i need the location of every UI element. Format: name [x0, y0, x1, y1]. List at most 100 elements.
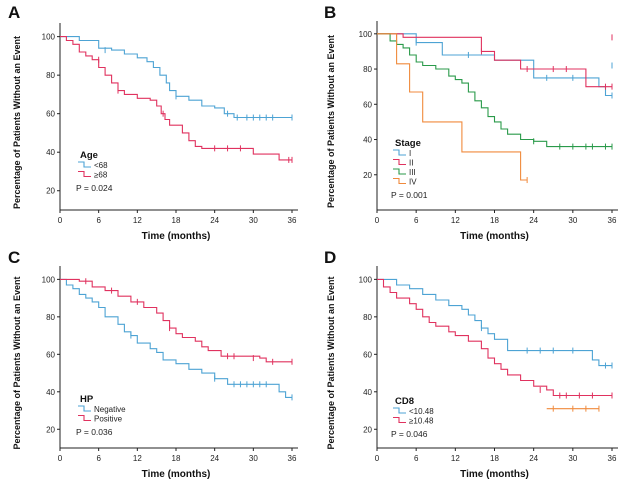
x-tick-label: 24: [210, 454, 219, 463]
legend-swatch: [393, 158, 406, 166]
legend-swatch: [78, 161, 91, 168]
x-tick-label: 36: [608, 454, 617, 463]
y-axis-label: Percentage of Patients Without an Event: [12, 36, 22, 209]
y-tick-label: 20: [46, 425, 55, 434]
legend-title: HP: [80, 394, 94, 405]
legend-entry: ≥10.48: [409, 417, 434, 426]
y-tick-label: 40: [363, 136, 372, 145]
legend-entry: IV: [409, 178, 417, 187]
p-value: P = 0.046: [391, 429, 428, 439]
y-tick-label: 60: [363, 100, 372, 109]
legend-title: Stage: [395, 138, 421, 149]
panel-label: D: [324, 248, 336, 267]
x-tick-label: 6: [414, 454, 419, 463]
x-tick-label: 12: [451, 216, 460, 225]
x-axis-label: Time (months): [142, 469, 211, 480]
legend-swatch: [393, 168, 406, 175]
legend-entry: I: [409, 149, 411, 158]
x-tick-label: 0: [58, 454, 63, 463]
survival-curve: [377, 33, 612, 97]
y-axis-label: Percentage of Patients Without an Event: [326, 277, 336, 450]
legend-entry: III: [409, 168, 416, 177]
survival-curve: [60, 36, 292, 119]
x-axis-label: Time (months): [142, 231, 211, 242]
y-tick-label: 100: [359, 30, 373, 39]
y-tick-label: 80: [363, 313, 372, 322]
x-tick-label: 36: [608, 216, 617, 225]
survival-curve: [377, 33, 528, 181]
legend-title: CD8: [395, 396, 414, 407]
x-tick-label: 12: [451, 454, 460, 463]
panel-label: B: [324, 3, 336, 22]
panel-a: A 0 6 12 18 24 30 36 20 40 60 80 100 Time (months) Per…: [8, 3, 298, 242]
x-tick-label: 18: [172, 454, 181, 463]
legend-swatch: [78, 170, 91, 178]
y-tick-label: 20: [46, 187, 55, 196]
x-tick-label: 24: [529, 454, 538, 463]
legend-entry: Negative: [94, 405, 126, 414]
y-tick-label: 60: [363, 350, 372, 359]
x-tick-label: 12: [133, 216, 142, 225]
panel-d: D 0 6 12 18 24 30 36 20 40 60 80 100 Time (months) Per…: [324, 248, 618, 480]
survival-curve: [60, 36, 292, 161]
x-tick-label: 24: [210, 216, 219, 225]
x-axis-label: Time (months): [460, 231, 529, 242]
p-value: P = 0.001: [391, 190, 428, 200]
x-tick-label: 36: [288, 454, 297, 463]
y-tick-label: 60: [46, 350, 55, 359]
panel-b: B 0 6 12 18 24 30 36 20 40 60 80 100 Time (months) Per…: [324, 3, 618, 242]
x-tick-label: 0: [58, 216, 63, 225]
survival-curve: [60, 278, 292, 363]
x-tick-label: 24: [529, 216, 538, 225]
survival-curve: [377, 278, 612, 397]
legend-entry: <68: [94, 161, 108, 170]
legend-swatch: [393, 407, 406, 414]
x-tick-label: 6: [414, 216, 419, 225]
survival-curve: [377, 33, 612, 148]
panel-c: C 0 6 12 18 24 30 36 20 40 60 80 100 Time (months) Per…: [8, 248, 298, 480]
x-tick-label: 30: [249, 216, 258, 225]
x-tick-label: 18: [490, 454, 499, 463]
x-tick-label: 0: [375, 216, 380, 225]
x-tick-label: 0: [375, 454, 380, 463]
x-tick-label: 30: [568, 454, 577, 463]
legend-title: Age: [80, 150, 98, 161]
x-tick-label: 30: [249, 454, 258, 463]
y-tick-label: 20: [363, 171, 372, 180]
legend-entry: ≥68: [94, 171, 108, 180]
legend-swatch: [393, 177, 406, 185]
y-tick-label: 80: [363, 65, 372, 74]
p-value: P = 0.036: [76, 427, 113, 437]
y-tick-label: 40: [46, 148, 55, 157]
y-tick-label: 40: [46, 388, 55, 397]
legend-entry: II: [409, 159, 413, 168]
legend-swatch: [393, 149, 406, 156]
y-tick-label: 80: [46, 71, 55, 80]
y-tick-label: 40: [363, 388, 372, 397]
x-tick-label: 6: [96, 454, 101, 463]
y-axis-label: Percentage of Patients Without an Event: [326, 35, 336, 208]
y-tick-label: 60: [46, 110, 55, 119]
survival-curve: [60, 278, 292, 398]
p-value: P = 0.024: [76, 183, 113, 193]
x-tick-label: 12: [133, 454, 142, 463]
x-tick-label: 30: [568, 216, 577, 225]
survival-curve: [377, 278, 612, 367]
x-axis-label: Time (months): [460, 469, 529, 480]
y-tick-label: 100: [42, 275, 56, 284]
y-tick-label: 20: [363, 425, 372, 434]
x-tick-label: 6: [96, 216, 101, 225]
y-tick-label: 100: [42, 33, 56, 42]
panel-label: C: [8, 248, 20, 267]
x-tick-label: 18: [490, 216, 499, 225]
survival-curve: [377, 33, 612, 88]
legend-swatch: [78, 414, 91, 422]
x-tick-label: 36: [288, 216, 297, 225]
x-tick-label: 18: [172, 216, 181, 225]
legend-entry: Positive: [94, 415, 123, 424]
legend-entry: <10.48: [409, 407, 434, 416]
panel-label: A: [8, 3, 20, 22]
y-axis-label: Percentage of Patients Without an Event: [12, 277, 22, 450]
legend-swatch: [78, 405, 91, 412]
